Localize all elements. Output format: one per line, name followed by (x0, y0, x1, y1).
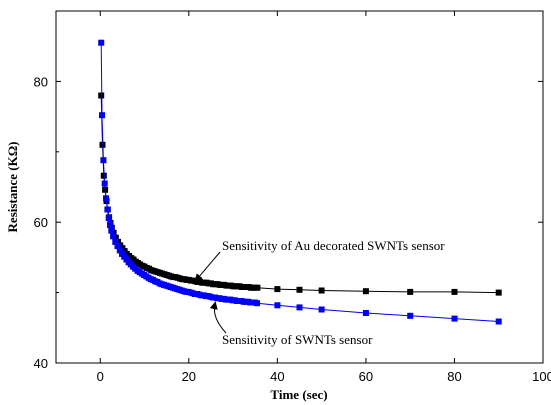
data-point (254, 284, 261, 291)
y-tick-label: 80 (34, 74, 48, 89)
data-point (108, 227, 115, 234)
annotation-au-sensor: Sensitivity of Au decorated SWNTs sensor (222, 238, 445, 253)
data-point (296, 286, 303, 293)
series-1 (98, 39, 502, 325)
data-point (107, 222, 113, 228)
data-point (495, 318, 502, 325)
y-axis-title: Resistance (KΩ) (5, 142, 20, 233)
data-point (104, 206, 111, 213)
x-tick-label: 40 (270, 369, 284, 384)
data-point (495, 289, 502, 296)
data-point (407, 288, 414, 295)
series-layer (98, 39, 502, 325)
data-point (318, 287, 325, 294)
x-tick-label: 0 (97, 369, 104, 384)
data-point (116, 247, 123, 254)
plot-frame (55, 10, 544, 364)
x-axis-title: Time (sec) (270, 387, 327, 402)
data-point (296, 304, 303, 311)
annotation-arrow (209, 301, 227, 334)
annotation-arrow (194, 251, 221, 282)
data-point (318, 306, 325, 313)
data-point (112, 238, 119, 245)
data-point (110, 233, 117, 240)
series-0 (98, 92, 502, 296)
series-line (100, 95, 499, 294)
data-point (362, 310, 369, 316)
data-point (274, 302, 281, 309)
data-point (362, 288, 369, 295)
data-point (100, 157, 107, 164)
data-point (451, 288, 458, 295)
data-point (105, 215, 112, 221)
x-tick-label: 80 (447, 369, 461, 384)
annotation-swnts-sensor: Sensitivity of SWNTs sensor (222, 332, 373, 347)
data-point (114, 243, 121, 250)
y-tick-label: 40 (34, 356, 48, 371)
data-point (101, 180, 108, 187)
tick-labels: 0 20 40 60 80 100 40 60 80 (34, 74, 551, 384)
data-point (451, 315, 458, 322)
data-point (99, 112, 105, 119)
annotation-layer: Sensitivity of Au decorated SWNTs sensor… (194, 238, 445, 347)
axis-ticks (56, 11, 544, 364)
data-point (254, 300, 260, 307)
data-point (103, 195, 109, 202)
data-point (98, 92, 105, 99)
data-point (407, 312, 414, 319)
data-point (98, 39, 105, 46)
x-tick-label: 20 (182, 369, 196, 384)
series-line (100, 42, 499, 322)
x-tick-label: 100 (532, 369, 551, 384)
y-tick-label: 60 (34, 215, 48, 230)
data-point (274, 286, 281, 293)
x-tick-label: 60 (359, 369, 373, 384)
